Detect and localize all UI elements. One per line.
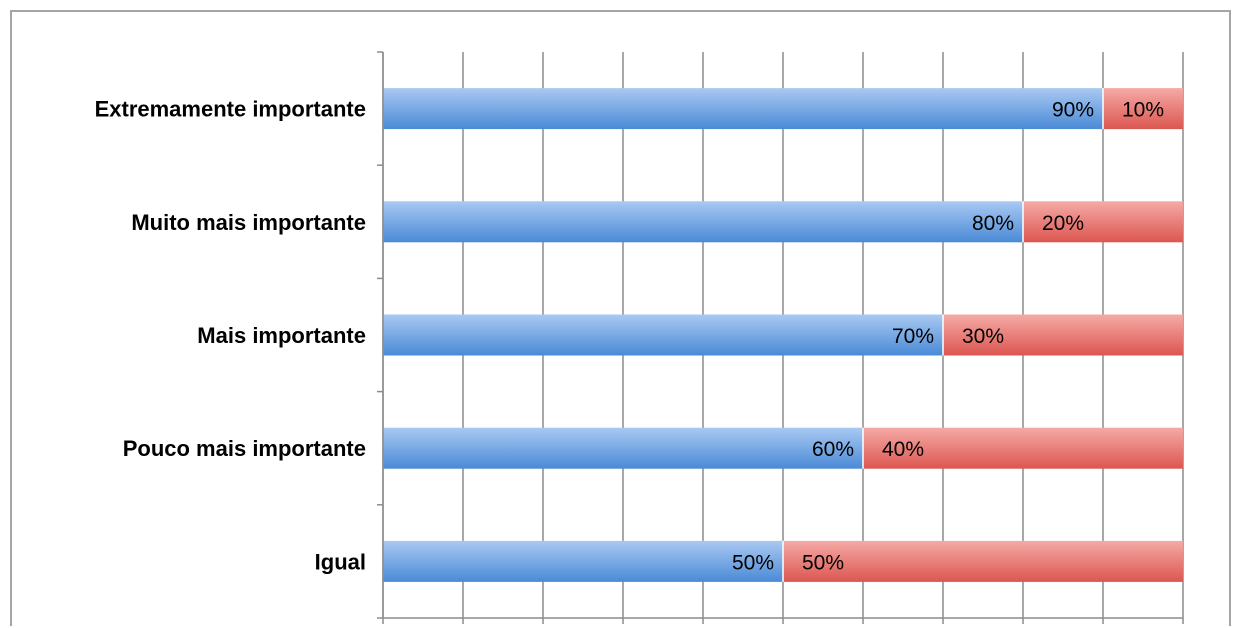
bar-segment-red	[1103, 88, 1183, 130]
bar-segment-red	[1023, 201, 1183, 243]
chart-frame: 0%10%20%30%40%50%60%70%80%90%100%Extrema…	[10, 10, 1231, 626]
bars	[383, 88, 1183, 582]
data-label: 20%	[1042, 212, 1084, 235]
category-label: Igual	[315, 549, 366, 574]
bar-segment-blue	[383, 314, 943, 356]
data-label: 50%	[802, 551, 844, 574]
stacked-bar-chart: 0%10%20%30%40%50%60%70%80%90%100%Extrema…	[95, 51, 1184, 624]
bar-segment-blue	[383, 540, 783, 582]
category-label: Muito mais importante	[131, 210, 366, 235]
data-label: 40%	[882, 438, 924, 461]
bar-segment-blue	[383, 201, 1023, 243]
data-label: 80%	[972, 212, 1014, 235]
data-label: 30%	[962, 325, 1004, 348]
data-label: 70%	[892, 325, 934, 348]
category-label: Pouco mais importante	[123, 436, 366, 461]
data-label: 50%	[732, 551, 774, 574]
data-label: 60%	[812, 438, 854, 461]
data-label: 10%	[1122, 99, 1164, 122]
bar-segment-blue	[383, 427, 863, 469]
category-label: Mais importante	[197, 323, 366, 348]
data-label: 90%	[1052, 99, 1094, 122]
bar-segment-red	[863, 427, 1183, 469]
labels: 0%10%20%30%40%50%60%70%80%90%100%Extrema…	[95, 97, 1164, 575]
bar-segment-red	[783, 540, 1183, 582]
bar-segment-red	[943, 314, 1183, 356]
bar-segment-blue	[383, 88, 1103, 130]
axes	[377, 51, 1183, 619]
category-label: Extremamente importante	[95, 97, 366, 122]
